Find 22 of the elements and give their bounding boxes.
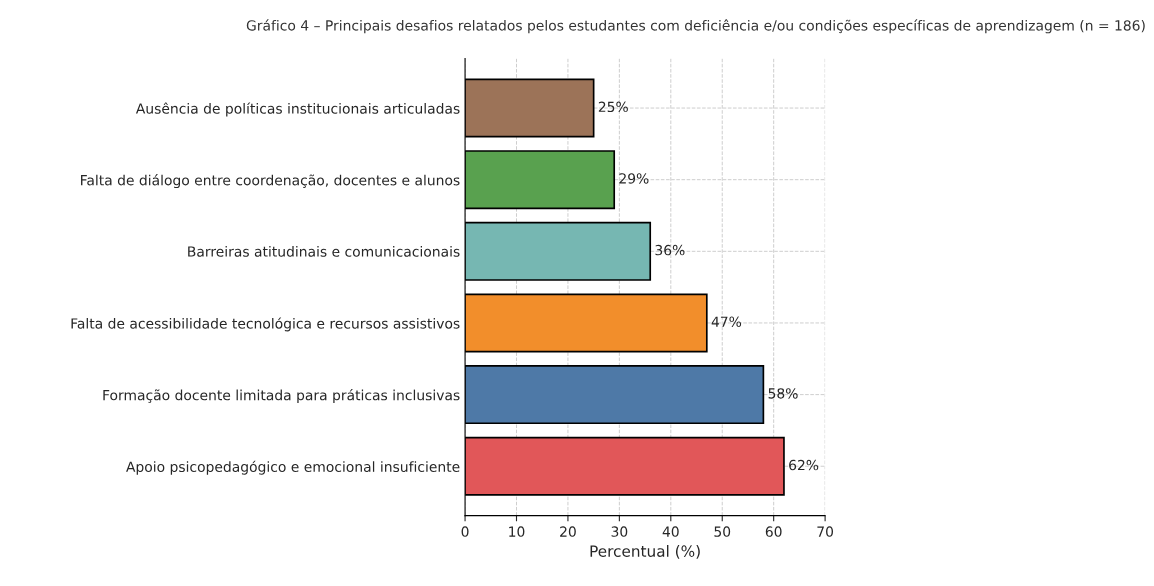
y-tick-label: Formação docente limitada para práticas inclusivas <box>103 389 460 404</box>
x-tick-label: 40 <box>662 526 679 537</box>
data-label: 47% <box>711 316 742 327</box>
data-label: 25% <box>598 101 628 113</box>
x-tick-label: 10 <box>509 526 525 537</box>
y-tick-label: Ausência de políticas institucionais articuladas <box>135 102 460 117</box>
y-tick-label: Barreiras atitudinais e comunicacionais <box>188 246 460 257</box>
y-tick-label: Falta de diálogo entre coordenação, docentes e alunos <box>81 174 460 189</box>
data-label: 58% <box>768 388 798 399</box>
chart-title: Gráfico 4 – Principais desafios relatados pelos estudantes com deficiência e/ou condições específicas de aprendizagem (n = 186) <box>246 19 1145 34</box>
data-label: 36% <box>655 244 685 256</box>
y-tick-label: Falta de acessibilidade tecnológica e recursos assistivos <box>71 317 460 332</box>
data-label: 62% <box>789 459 819 471</box>
x-tick-label: 20 <box>560 526 576 537</box>
x-tick-label: 50 <box>714 526 731 537</box>
x-tick-label: 60 <box>765 526 782 537</box>
x-tick-label: 30 <box>611 526 628 537</box>
y-tick-label: Apoio psicopedagógico e emocional insuficiente <box>126 460 460 475</box>
x-tick-label: 0 <box>461 526 469 537</box>
x-tick-label: 70 <box>817 526 834 537</box>
data-label: 29% <box>619 173 649 184</box>
x-axis-title: Percentual (%) <box>590 545 700 559</box>
